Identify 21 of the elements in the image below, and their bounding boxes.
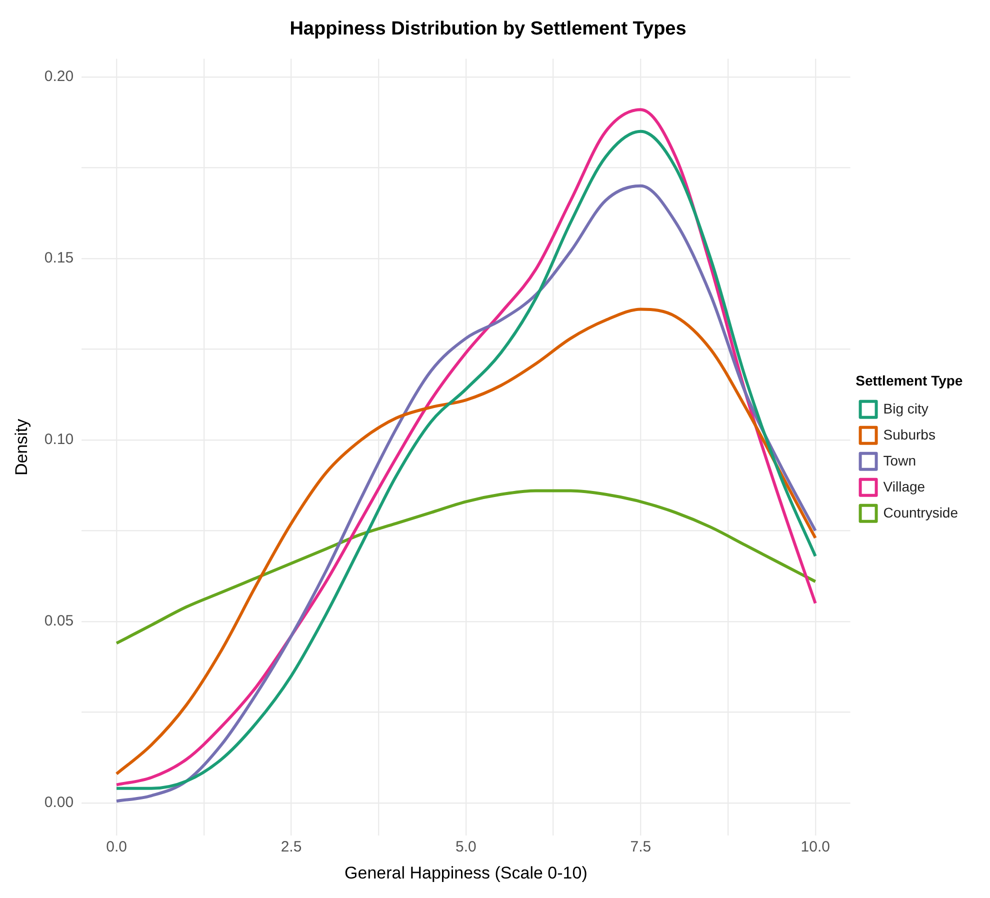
legend-label: Big city — [883, 400, 928, 416]
x-tick-label: 0.0 — [106, 838, 127, 856]
line-series — [115, 489, 817, 645]
y-tick-label: 0.15 — [44, 250, 74, 267]
legend-label: Town — [883, 452, 916, 468]
y-tick-label: 0.20 — [44, 68, 74, 86]
legend-label: Village — [883, 478, 926, 494]
legend-label: Countryside — [883, 504, 958, 520]
legend-label: Suburbs — [883, 426, 936, 442]
legend-title: Settlement Type — [856, 372, 963, 388]
chart-title: Happiness Distribution by Settlement Types — [290, 18, 686, 40]
y-tick-label: 0.10 — [44, 431, 74, 448]
x-tick-label: 2.5 — [280, 838, 302, 856]
y-axis-title: Density — [12, 418, 31, 476]
x-tick-label: 7.5 — [630, 838, 652, 856]
line-series — [115, 308, 817, 776]
y-tick-label: 0.05 — [44, 612, 74, 630]
x-tick-label: 5.0 — [456, 838, 476, 856]
y-tick-label: 0.00 — [44, 794, 74, 812]
x-tick-label: 10.0 — [800, 838, 830, 856]
x-axis-title: General Happiness (Scale 0-10) — [344, 863, 588, 882]
